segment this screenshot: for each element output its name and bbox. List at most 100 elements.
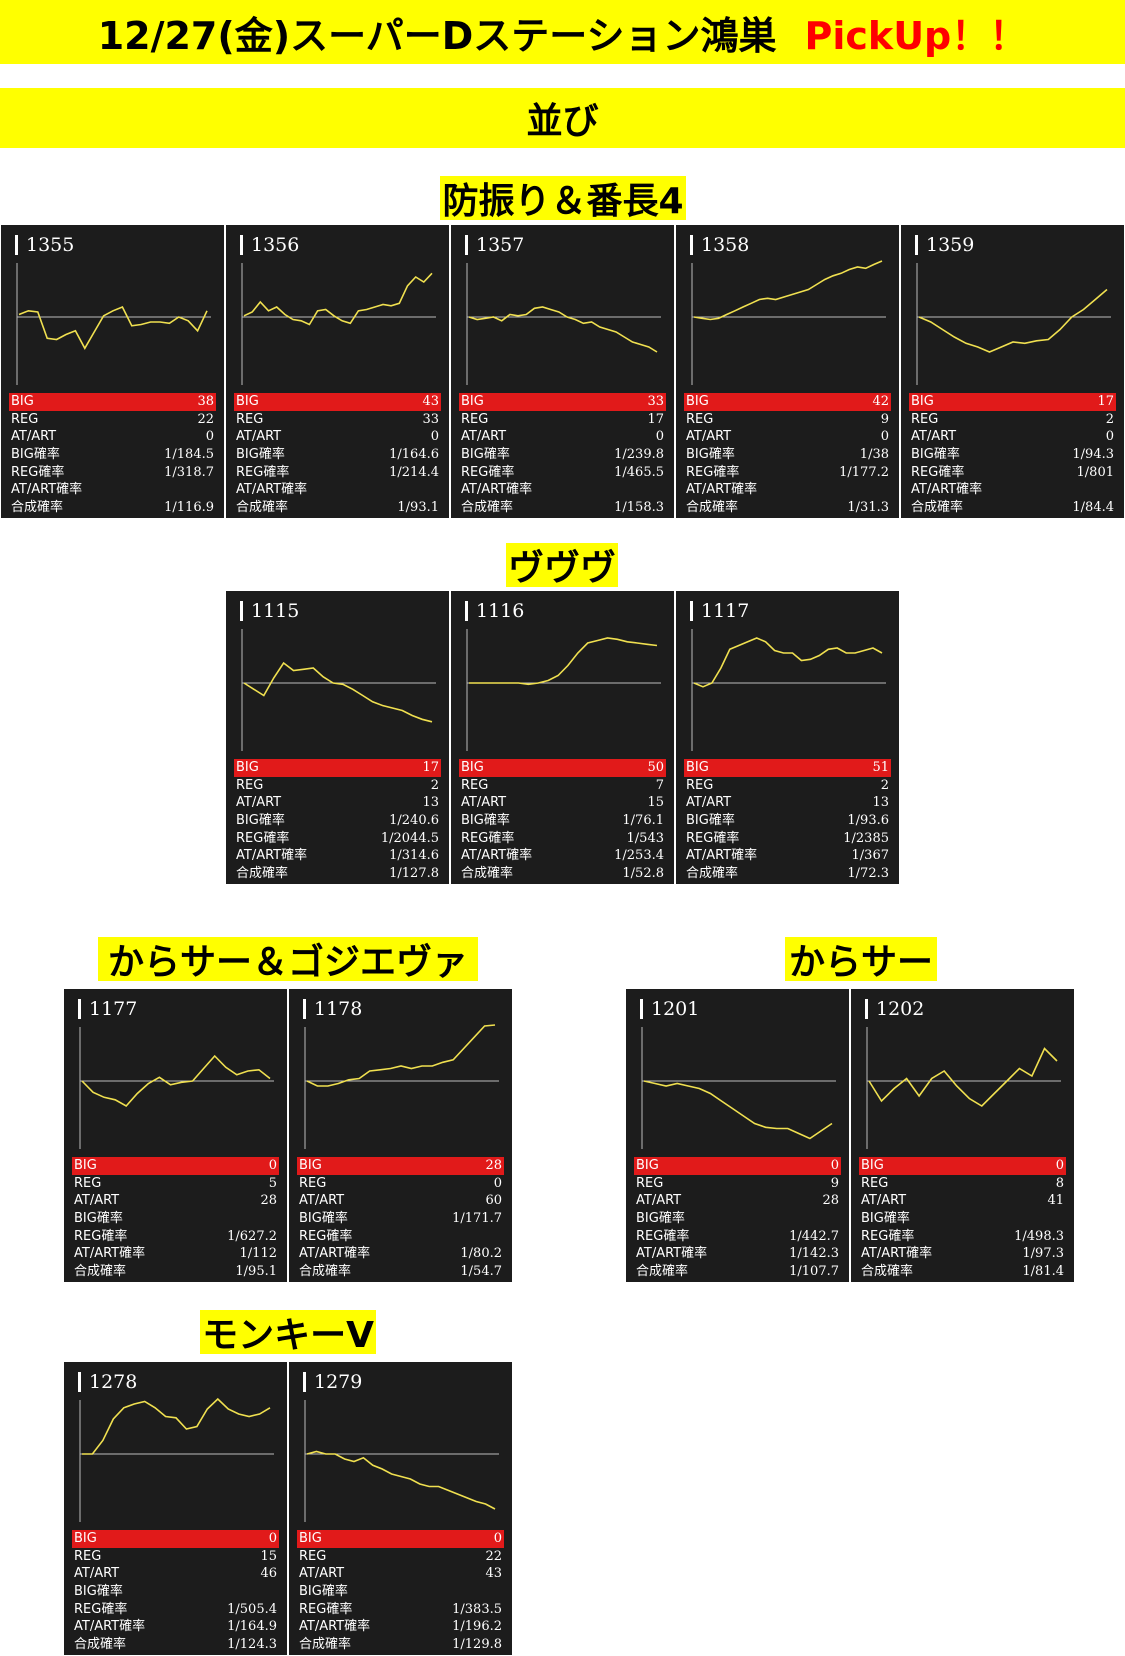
stat-value: 1/184.5 [164, 447, 214, 463]
stat-row-reg-rate: REG確率 1/627.2 [72, 1228, 279, 1246]
stat-row-at-rate: AT/ART確率 [9, 481, 216, 499]
stat-label: REG [11, 411, 39, 427]
slump-graph [641, 1027, 836, 1149]
stat-label: AT/ART [299, 1566, 345, 1582]
stat-value: 28 [822, 1193, 839, 1209]
stat-row-at: AT/ART 0 [459, 428, 666, 446]
stat-row-total-rate: 合成確率 1/158.3 [459, 499, 666, 517]
stat-value: 9 [880, 411, 889, 427]
stat-row-reg: REG 2 [234, 777, 441, 795]
machine-panel: 1355 BIG 38 REG 22 AT/ART 0 BIG確率 1/184.5 REG確率 1/… [0, 224, 225, 519]
stats-table: BIG 17 REG 2 AT/ART 0 BIG確率 1/94.3 REG確率 1/801 AT/… [909, 393, 1116, 517]
slump-graph [304, 1400, 499, 1522]
stat-row-total-rate: 合成確率 1/116.9 [9, 499, 216, 517]
stat-row-reg: REG 15 [72, 1548, 279, 1566]
stat-value: 1/240.6 [389, 813, 439, 829]
stat-row-big: BIG 0 [72, 1157, 279, 1175]
stat-row-at: AT/ART 46 [72, 1565, 279, 1583]
stat-value: 1/239.8 [614, 447, 664, 463]
stat-row-big: BIG 0 [634, 1157, 841, 1175]
stats-table: BIG 17 REG 2 AT/ART 13 BIG確率 1/240.6 REG確率 1/2044… [234, 759, 441, 883]
stat-label: AT/ART確率 [861, 1246, 933, 1262]
stat-value: 1/177.2 [839, 464, 889, 480]
stat-value: 1/76.1 [622, 813, 664, 829]
stat-value: 1/93.1 [397, 500, 439, 516]
stat-row-at-rate: AT/ART確率 [234, 481, 441, 499]
slump-line [693, 260, 883, 321]
stat-label: REG確率 [686, 830, 740, 846]
machine-panel: 1359 BIG 17 REG 2 AT/ART 0 BIG確率 1/94.3 REG確率 1/80… [900, 224, 1125, 519]
stat-label: AT/ART確率 [236, 848, 308, 864]
stat-row-at: AT/ART 28 [72, 1192, 279, 1210]
stat-row-big: BIG 17 [234, 759, 441, 777]
stat-row-reg: REG 0 [297, 1175, 504, 1193]
stat-row-big-rate: BIG確率 [72, 1210, 279, 1228]
stat-row-at-rate: AT/ART確率 [909, 481, 1116, 499]
stat-label: REG確率 [686, 464, 740, 480]
stat-label: AT/ART確率 [911, 482, 983, 498]
stat-row-at-rate: AT/ART確率 1/142.3 [634, 1245, 841, 1263]
stat-row-reg: REG 33 [234, 411, 441, 429]
stat-row-big: BIG 51 [684, 759, 891, 777]
stat-value: 1/214.4 [389, 464, 439, 480]
stat-label: REG確率 [461, 830, 515, 846]
stats-table: BIG 38 REG 22 AT/ART 0 BIG確率 1/184.5 REG確率 1/318.… [9, 393, 216, 517]
stat-label: REG確率 [236, 830, 290, 846]
stat-value: 1/80.2 [460, 1246, 502, 1262]
stat-label: BIG [461, 760, 484, 775]
stat-label: BIG [686, 760, 709, 775]
stats-table: BIG 28 REG 0 AT/ART 60 BIG確率 1/171.7 REG確率 AT/ART… [297, 1157, 504, 1281]
slump-line [243, 272, 433, 326]
stat-value: 1/801 [1076, 464, 1114, 480]
slump-graph [16, 263, 211, 385]
stat-label: 合成確率 [461, 866, 514, 882]
stat-label: 合成確率 [299, 1264, 352, 1280]
stat-row-at-rate: AT/ART確率 1/164.9 [72, 1618, 279, 1636]
stat-value: 1/72.3 [847, 866, 889, 882]
stat-value: 1/54.7 [460, 1264, 502, 1280]
stat-label: BIG確率 [74, 1211, 123, 1227]
stat-row-reg-rate: REG確率 1/801 [909, 464, 1116, 482]
stat-label: BIG確率 [74, 1584, 123, 1600]
stat-label: 合成確率 [11, 500, 64, 516]
stat-row-reg-rate: REG確率 1/383.5 [297, 1601, 504, 1619]
stat-row-reg: REG 7 [459, 777, 666, 795]
stat-label: AT/ART確率 [299, 1619, 371, 1635]
stat-row-big-rate: BIG確率 1/239.8 [459, 446, 666, 464]
slump-line [306, 1024, 496, 1087]
stat-label: REG確率 [299, 1601, 353, 1617]
stat-row-at: AT/ART 13 [684, 794, 891, 812]
stat-label: BIG [911, 394, 934, 409]
stat-row-big-rate: BIG確率 1/94.3 [909, 446, 1116, 464]
stat-label: AT/ART [236, 429, 282, 445]
slump-line [693, 637, 883, 688]
stat-value: 33 [422, 411, 439, 427]
stat-value: 0 [493, 1175, 502, 1191]
stat-value: 1/164.6 [389, 447, 439, 463]
stat-row-reg: REG 9 [634, 1175, 841, 1193]
slump-line [468, 306, 658, 353]
stat-row-at: AT/ART 43 [297, 1565, 504, 1583]
machine-number: 1278 [78, 1372, 137, 1392]
machine-number: 1177 [78, 999, 137, 1019]
stat-value: 1/2044.5 [380, 830, 439, 846]
stat-row-total-rate: 合成確率 1/72.3 [684, 865, 891, 883]
stat-row-total-rate: 合成確率 1/129.8 [297, 1636, 504, 1654]
stat-value: 1/93.6 [847, 813, 889, 829]
stat-value: 1/127.8 [389, 866, 439, 882]
stat-label: BIG [11, 394, 34, 409]
slump-line [306, 1450, 496, 1510]
stat-value: 50 [647, 760, 664, 775]
machine-number: 1117 [690, 601, 749, 621]
stat-row-total-rate: 合成確率 1/84.4 [909, 499, 1116, 517]
stat-value: 0 [655, 429, 664, 445]
stats-table: BIG 0 REG 5 AT/ART 28 BIG確率 REG確率 1/627.2 AT/ART確… [72, 1157, 279, 1281]
stat-value: 60 [485, 1193, 502, 1209]
stat-label: 合成確率 [299, 1637, 352, 1653]
stat-value: 0 [1055, 1158, 1064, 1173]
stat-value: 1/52.8 [622, 866, 664, 882]
stat-value: 1/97.3 [1022, 1246, 1064, 1262]
stat-row-reg-rate: REG確率 1/442.7 [634, 1228, 841, 1246]
stat-row-at: AT/ART 0 [9, 428, 216, 446]
group-title: からサー [785, 937, 937, 983]
